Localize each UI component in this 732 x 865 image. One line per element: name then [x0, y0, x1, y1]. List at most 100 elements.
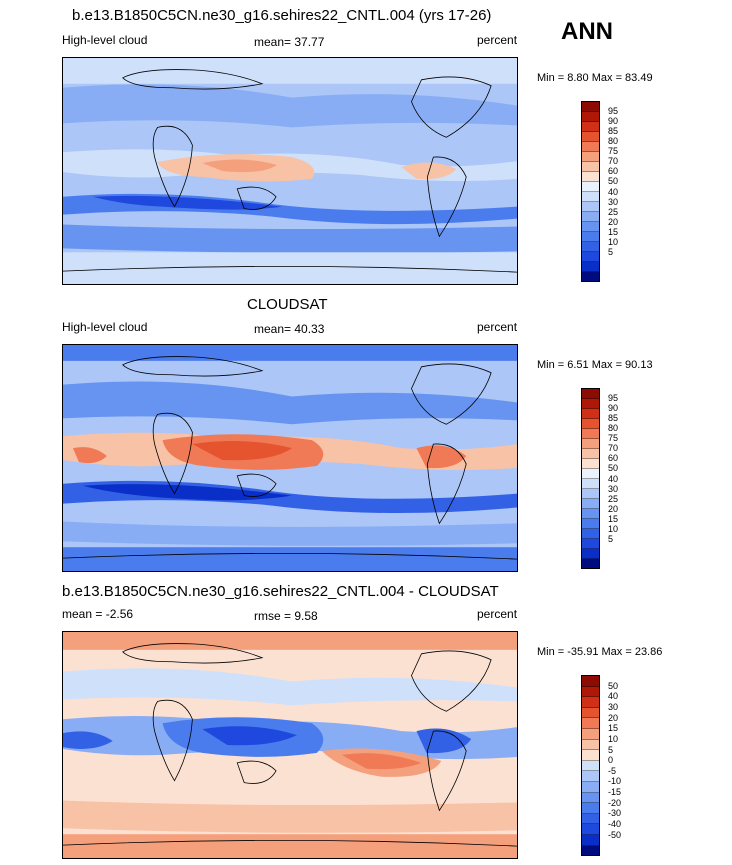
- panel-3-colorbar-level-label: -40: [608, 819, 622, 830]
- panel-2-coastline-eurasia: [122, 356, 264, 377]
- panel-2-coastline-australia: [236, 473, 277, 497]
- panel-2-subtropic-core: [82, 484, 292, 501]
- panel-3-coastline-africa: [152, 699, 193, 782]
- panel-2-antarctic-band: [63, 547, 517, 571]
- panel-2-colorbar-level-label: 60: [608, 453, 619, 464]
- panel-1-colorbar-swatch: [582, 252, 599, 262]
- panel-1-title: b.e13.B1850C5CN.ne30_g16.sehires22_CNTL.…: [72, 7, 492, 24]
- panel-2-colorbar-swatch: [582, 439, 599, 449]
- panel-3-colorbar-swatch: [582, 750, 599, 761]
- panel-3-contour-plot: [63, 632, 517, 858]
- panel-2-coastline-antarctica: [63, 553, 517, 560]
- panel-3-coastline-north-america: [411, 650, 492, 712]
- panel-2-colorbar-swatch: [582, 429, 599, 439]
- panel-2-contour-plot: [63, 345, 517, 571]
- panel-3-colorbar-level-label: -10: [608, 776, 622, 787]
- panel-3-map: [62, 631, 518, 859]
- panel-1-north-midlat-band: [63, 84, 517, 128]
- panel-1-colorbar-level-label: 30: [608, 196, 619, 207]
- panel-1-colorbar-swatch: [582, 272, 599, 281]
- panel-2-colorbar-swatch: [582, 399, 599, 409]
- panel-2-warm-pool-core: [192, 440, 292, 461]
- panel-1-coastline-australia: [236, 186, 277, 210]
- panel-3-colorbar-level-label: 15: [608, 723, 619, 734]
- panel-1-south-ocean-band: [63, 224, 517, 254]
- panel-3-africa-patch: [63, 731, 113, 749]
- panel-2-colorbar-swatch: [582, 489, 599, 499]
- panel-3-colorbar-level-label: 0: [608, 755, 614, 766]
- panel-2-colorbar-swatch: [582, 449, 599, 459]
- panel-1-coastline-eurasia: [122, 69, 264, 90]
- panel-3-coastline-south-america: [426, 730, 467, 812]
- panel-1-antarctic-band: [63, 252, 517, 284]
- panel-1-colorbar-swatch: [582, 222, 599, 232]
- panel-2-colorbar-swatch: [582, 529, 599, 539]
- panel-3-colorbar-level-label: 30: [608, 701, 619, 712]
- panel-1-colorbar-swatch: [582, 192, 599, 202]
- panel-1-colorbar-level-label: 60: [608, 166, 619, 177]
- panel-1-coastline-antarctica: [63, 266, 517, 273]
- panel-3-colorbar-swatch: [582, 824, 599, 835]
- panel-2-colorbar-level-label: 40: [608, 473, 619, 484]
- panel-2-colorbar-level-label: 20: [608, 503, 619, 514]
- panel-2-min-max: Min = 6.51 Max = 90.13: [537, 359, 653, 371]
- panel-2-colorbar-level-label: 5: [608, 533, 614, 544]
- panel-1-colorbar-swatch: [582, 202, 599, 212]
- panel-1-contour-plot: [63, 58, 517, 284]
- panel-2-colorbar-level-label: 70: [608, 443, 619, 454]
- panel-2-colorbar-level-label: 50: [608, 463, 619, 474]
- panel-1-colorbar-level-label: 80: [608, 136, 619, 147]
- panel-3-coastline-eurasia: [122, 643, 264, 664]
- panel-1-colorbar-swatch: [582, 102, 599, 112]
- panel-3-colorbar-swatch: [582, 728, 599, 740]
- panel-2-colorbar-swatch: [582, 549, 599, 559]
- panel-3-colorbar-swatch: [582, 739, 599, 751]
- panel-2-colorbar-swatch: [582, 539, 599, 549]
- panel-1-arctic-band: [63, 58, 517, 84]
- panel-2-colorbar-level-label: 80: [608, 423, 619, 434]
- panel-2-colorbar-swatch: [582, 409, 599, 419]
- panel-3-colorbar-swatch: [582, 686, 599, 698]
- panel-1-colorbar-swatch: [582, 172, 599, 182]
- panel-3-colorbar-level-label: -5: [608, 765, 617, 776]
- panel-1-map: [62, 57, 518, 285]
- panel-1-colorbar-level-label: 85: [608, 126, 619, 137]
- panel-1-colorbar-level-label: 75: [608, 146, 619, 157]
- panel-3-colorbar-level-label: -50: [608, 829, 622, 840]
- panel-1-colorbar-swatch: [582, 212, 599, 222]
- panel-2-map: [62, 344, 518, 572]
- panel-3-coastline-antarctica: [63, 840, 517, 847]
- panel-3-amazon-patch: [416, 728, 472, 754]
- panel-1-subtropic-core: [92, 195, 283, 210]
- panel-2-colorbar-level-label: 90: [608, 403, 619, 414]
- panel-3-southeast-pacific-core: [341, 753, 422, 770]
- panel-2-colorbar-swatch: [582, 419, 599, 429]
- panel-3-colorbar-swatch: [582, 697, 599, 708]
- panel-3-colorbar-level-label: 20: [608, 712, 619, 723]
- panel-1-coastline-south-america: [426, 156, 467, 238]
- panel-1-colorbar-swatch: [582, 112, 599, 122]
- panel-2-mean-label: mean= 40.33: [254, 322, 325, 336]
- panel-3-colorbar-level-label: 10: [608, 733, 619, 744]
- panel-2-coastline-africa: [152, 412, 193, 495]
- panel-1-units-label: percent: [477, 33, 518, 47]
- panel-3-colorbar-level-label: 40: [608, 691, 619, 702]
- panel-1-warm-pool-core: [202, 159, 278, 173]
- panel-3-colorbar: [581, 675, 600, 856]
- panel-1-colorbar-level-label: 90: [608, 116, 619, 127]
- panel-2-colorbar-swatch: [582, 499, 599, 509]
- panel-2-colorbar-level-label: 75: [608, 433, 619, 444]
- panel-1-variable-label: High-level cloud: [62, 33, 148, 47]
- panel-2-coastline-south-america: [426, 443, 467, 525]
- panel-2-amazon-patch: [416, 445, 467, 469]
- panel-2-title: CLOUDSAT: [247, 296, 328, 313]
- panel-3-colorbar-level-label: 5: [608, 744, 614, 755]
- panel-3-units-label: percent: [477, 607, 518, 621]
- panel-2-arctic-band: [63, 345, 517, 361]
- panel-1-colorbar-swatch: [582, 132, 599, 142]
- panel-1-min-max: Min = 8.80 Max = 83.49: [537, 72, 653, 84]
- panel-3-south-ocean-band: [63, 800, 517, 833]
- panel-2-colorbar-swatch: [582, 479, 599, 489]
- panel-2-north-midlat-band: [63, 381, 517, 425]
- panel-1-coastline-africa: [152, 125, 193, 208]
